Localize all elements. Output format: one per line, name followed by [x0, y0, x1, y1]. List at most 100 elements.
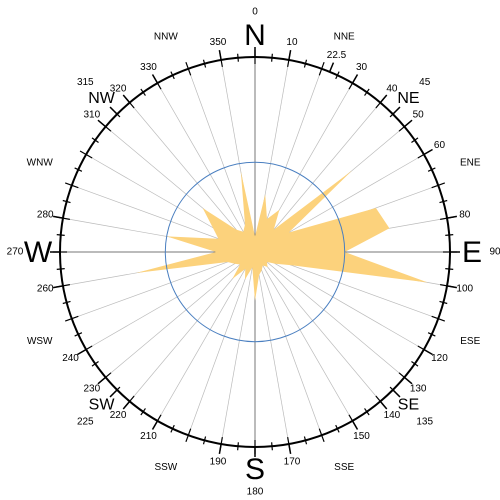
compass-label: E	[462, 236, 482, 269]
angle-label: 100	[456, 284, 473, 295]
tick	[91, 137, 99, 143]
radial-line	[254, 251, 290, 445]
tick	[62, 300, 71, 305]
compass-label: S	[245, 453, 265, 486]
tick	[271, 442, 273, 451]
angle-label: 330	[140, 62, 157, 73]
tick	[439, 199, 448, 204]
tick	[140, 88, 146, 96]
tick	[335, 71, 340, 80]
compass-label: SSW	[154, 462, 177, 473]
tick	[427, 332, 436, 337]
angle-label: 310	[83, 110, 100, 121]
angle-label: 170	[284, 456, 301, 467]
angle-label: 190	[210, 456, 227, 467]
angle-label: 315	[77, 77, 94, 88]
tick	[335, 424, 340, 433]
tick	[445, 234, 454, 236]
angle-tick	[423, 348, 433, 356]
angle-label: 140	[384, 410, 401, 421]
angle-label: 240	[62, 353, 79, 364]
angle-tick	[403, 119, 413, 128]
radial-line	[105, 251, 256, 378]
angle-label: 30	[356, 62, 368, 73]
tick	[170, 424, 175, 433]
angle-tick	[109, 106, 118, 115]
radial-line	[254, 251, 353, 422]
radial-line	[129, 102, 256, 253]
angle-label: 0	[252, 7, 258, 18]
angle-label: 320	[110, 83, 127, 94]
radial-line	[157, 251, 256, 422]
tick	[202, 59, 207, 68]
angle-tick	[392, 389, 401, 398]
tick	[62, 199, 71, 204]
angle-label: 80	[459, 210, 471, 221]
compass-label: NNE	[334, 31, 355, 42]
tick	[170, 71, 175, 80]
angle-tick	[351, 74, 359, 84]
angle-tick	[403, 376, 413, 385]
tick	[318, 61, 325, 76]
angle-label: 150	[353, 431, 370, 442]
ring	[164, 161, 346, 343]
radial-line	[254, 251, 381, 402]
angle-tick	[109, 389, 118, 398]
tick	[431, 182, 446, 189]
radial-line	[254, 251, 405, 378]
compass-label: SSE	[334, 462, 354, 473]
compass-label: SW	[89, 397, 116, 414]
tick	[411, 361, 419, 367]
angle-label: 180	[247, 487, 264, 498]
tick	[431, 315, 446, 322]
radial-line	[187, 251, 256, 436]
angle-label: 50	[413, 110, 425, 121]
tick	[185, 61, 192, 76]
tick	[74, 332, 83, 337]
radial-line	[254, 102, 381, 253]
angle-label: 260	[37, 284, 54, 295]
angle-label: 40	[386, 83, 398, 94]
tick	[185, 428, 192, 443]
compass-label: N	[244, 19, 266, 52]
tick	[140, 408, 146, 416]
radial-line	[220, 251, 256, 445]
radial-line	[187, 68, 256, 253]
compass-label: NE	[397, 90, 419, 107]
angle-tick	[288, 443, 292, 455]
angle-tick	[97, 376, 107, 385]
tick	[91, 361, 99, 367]
angle-label: 130	[410, 384, 427, 395]
angle-label: 90	[489, 247, 500, 258]
tick	[237, 442, 239, 451]
compass-label: ENE	[460, 157, 481, 168]
compass-label: WNW	[27, 157, 54, 168]
angle-tick	[379, 94, 388, 104]
angle-tick	[77, 348, 87, 356]
radial-line	[254, 251, 323, 436]
tick	[439, 300, 448, 305]
angle-label: 225	[77, 416, 94, 427]
tick	[56, 268, 65, 270]
tick	[303, 59, 308, 68]
tick	[64, 182, 79, 189]
tick	[237, 53, 239, 62]
angle-tick	[446, 215, 458, 219]
angle-tick	[218, 49, 222, 61]
angle-label: 45	[419, 77, 431, 88]
tick	[74, 167, 83, 172]
radial-line	[254, 251, 425, 350]
tick	[445, 268, 454, 270]
angle-tick	[392, 106, 401, 115]
compass-label: NW	[88, 90, 116, 107]
angle-label: 120	[431, 353, 448, 364]
angle-label: 135	[416, 416, 433, 427]
angle-label: 22.5	[327, 50, 347, 61]
angle-label: 60	[434, 140, 446, 151]
angle-tick	[122, 400, 131, 410]
angle-label: 270	[7, 247, 24, 258]
radial-line	[85, 251, 256, 350]
angle-label: 350	[210, 37, 227, 48]
tick	[411, 137, 419, 143]
